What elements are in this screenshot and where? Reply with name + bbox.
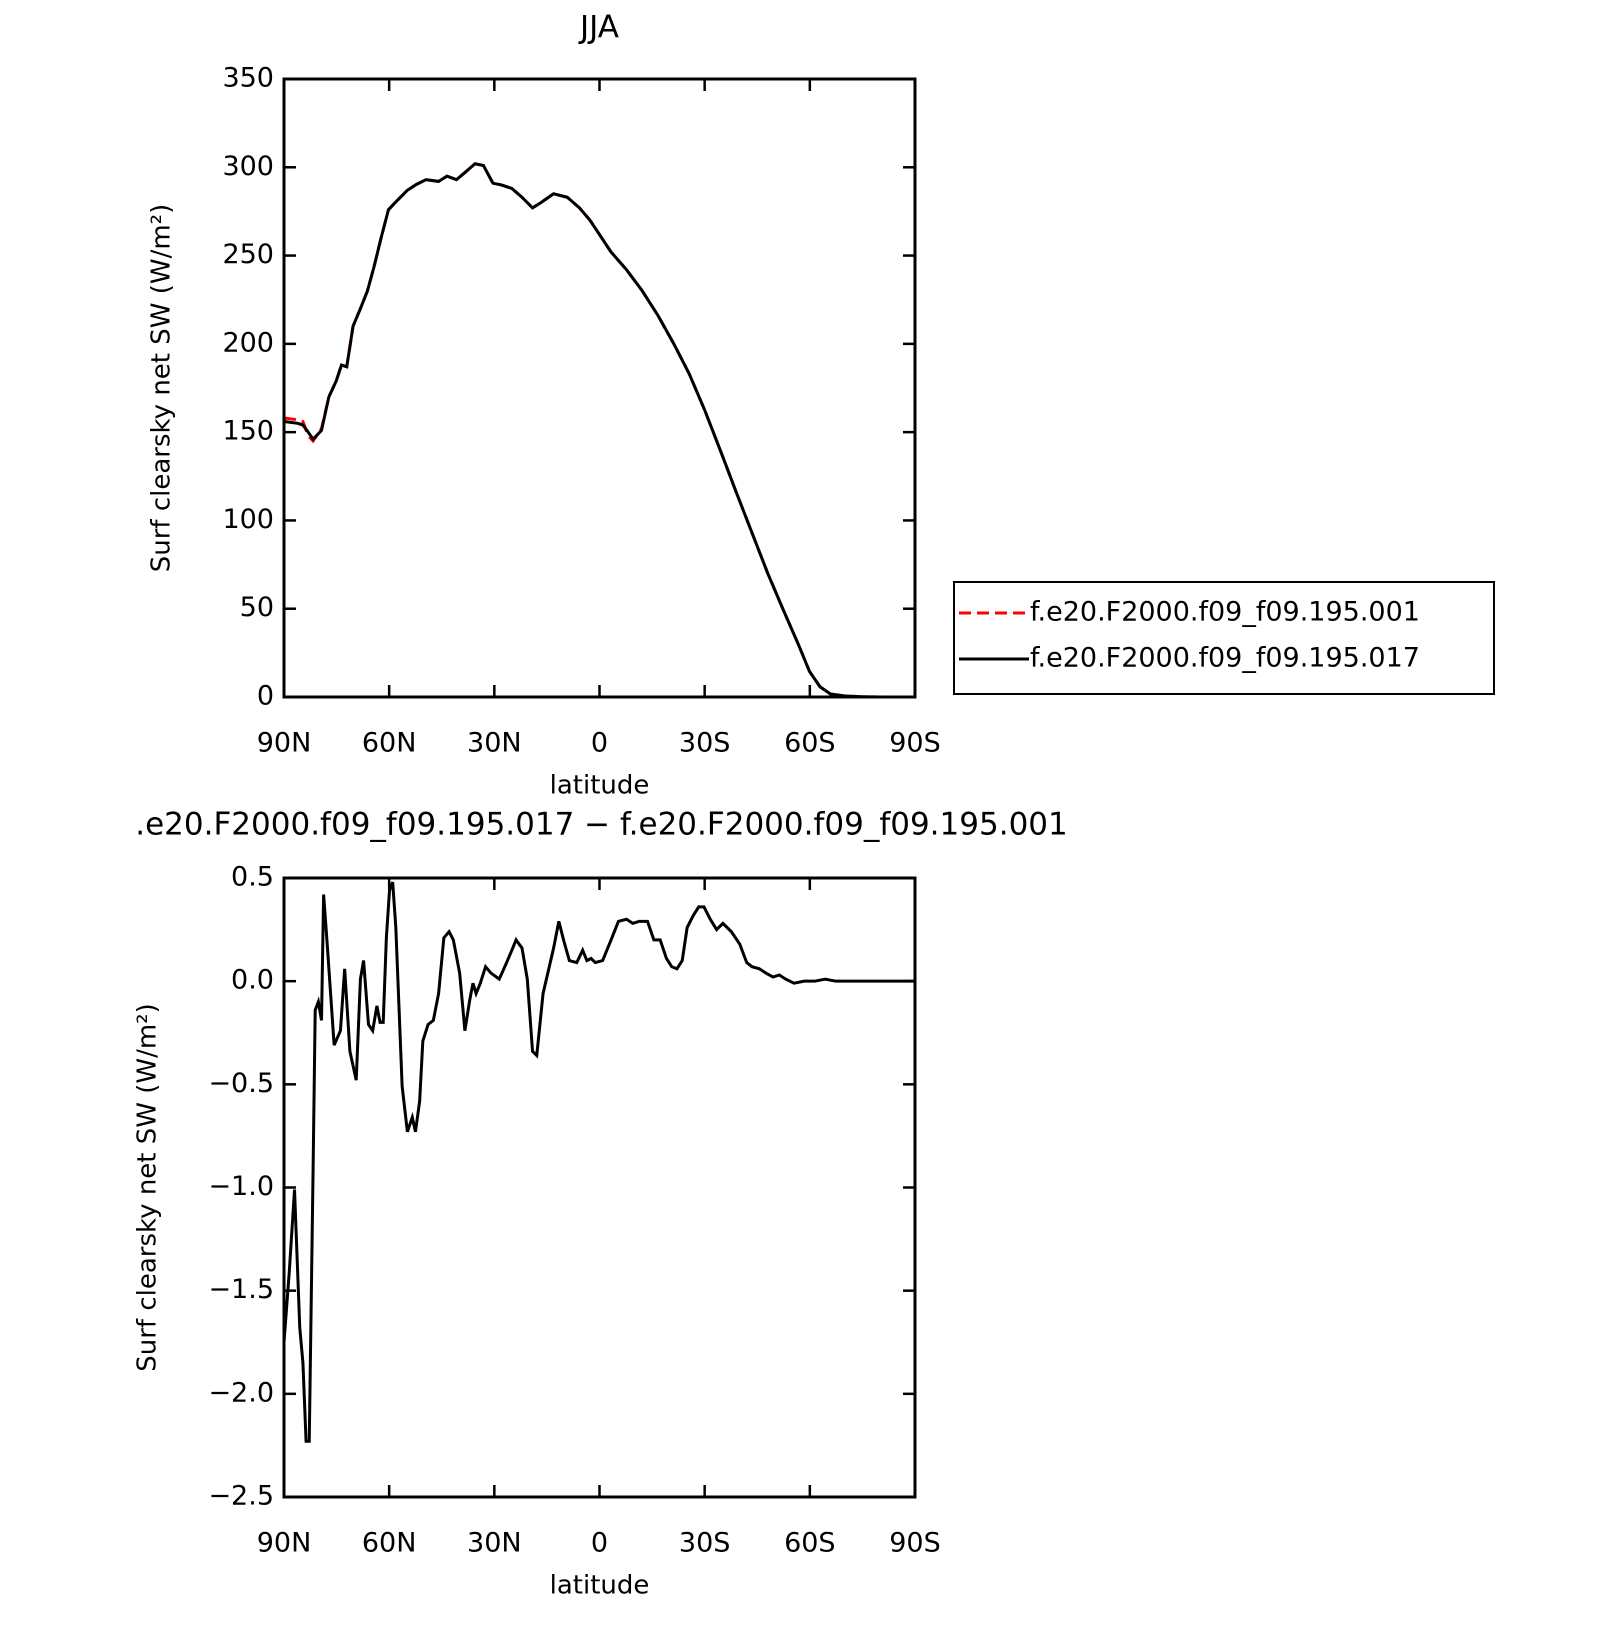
legend-label: f.e20.F2000.f09_f09.195.001 — [1030, 597, 1420, 628]
x-tick-label: 0 — [591, 728, 608, 759]
x-axis-label: latitude — [550, 1571, 650, 1601]
y-tick-label: 0.5 — [231, 862, 274, 893]
plot-frame — [282, 876, 917, 1499]
y-tick-label: 250 — [222, 239, 274, 270]
legend-label: f.e20.F2000.f09_f09.195.017 — [1030, 643, 1420, 674]
y-axis-label: Surf clearsky net SW (W/m²) — [133, 1003, 163, 1371]
legend-box — [953, 581, 1495, 695]
x-tick-label: 30S — [679, 1528, 731, 1559]
x-tick-label: 90N — [257, 1528, 312, 1559]
data-line — [283, 162, 915, 699]
x-axis-label: latitude — [550, 771, 650, 801]
x-tick-label: 60S — [784, 728, 836, 759]
data-line — [282, 881, 915, 1443]
y-tick-label: 0.0 — [231, 965, 274, 996]
chart-title: JJA — [578, 10, 619, 46]
y-tick-label: −0.5 — [208, 1068, 274, 1099]
x-tick-label: 30N — [467, 1528, 522, 1559]
y-tick-label: −2.0 — [208, 1377, 274, 1408]
plot-frame — [282, 77, 917, 699]
y-tick-label: 100 — [222, 504, 274, 535]
y-tick-label: −2.5 — [208, 1481, 274, 1512]
x-tick-label: 30N — [467, 728, 522, 759]
x-tick-label: 60N — [362, 1528, 417, 1559]
chart-title: .e20.F2000.f09_f09.195.017 − f.e20.F2000… — [135, 807, 1067, 843]
y-tick-label: 50 — [240, 592, 274, 623]
x-tick-label: 90N — [257, 728, 312, 759]
y-tick-label: 150 — [222, 416, 274, 447]
y-tick-label: 200 — [222, 327, 274, 358]
y-axis-label: Surf clearsky net SW (W/m²) — [147, 204, 177, 572]
x-tick-label: 60N — [362, 728, 417, 759]
y-tick-label: 350 — [222, 63, 274, 94]
x-tick-label: 90S — [889, 1528, 941, 1559]
y-tick-label: −1.5 — [208, 1274, 274, 1305]
x-tick-label: 60S — [784, 1528, 836, 1559]
x-tick-label: 90S — [889, 728, 941, 759]
y-tick-label: −1.0 — [208, 1171, 274, 1202]
x-tick-label: 0 — [591, 1528, 608, 1559]
y-tick-label: 0 — [257, 681, 274, 712]
x-tick-label: 30S — [679, 728, 731, 759]
y-tick-label: 300 — [222, 151, 274, 182]
